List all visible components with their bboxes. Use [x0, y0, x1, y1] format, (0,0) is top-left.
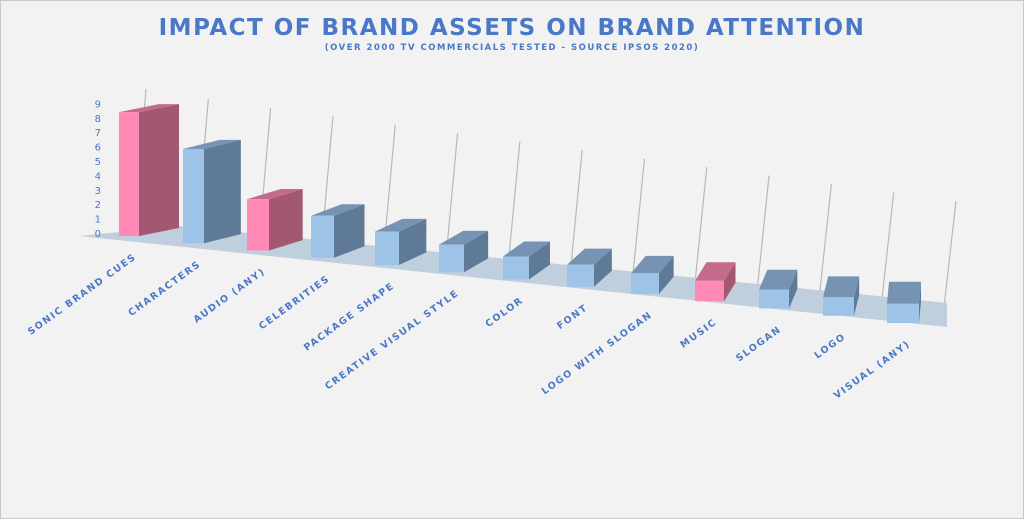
- chart-title: IMPACT OF BRAND ASSETS ON BRAND ATTENTIO…: [158, 15, 866, 41]
- gridline: [818, 184, 832, 296]
- bar-front: [759, 289, 789, 309]
- gridline: [756, 175, 770, 291]
- gridline: [507, 141, 521, 269]
- gridline: [881, 192, 895, 302]
- bar-side: [139, 104, 179, 236]
- bar-front: [887, 303, 919, 323]
- bar-side: [204, 139, 241, 244]
- bar-front: [247, 199, 269, 251]
- y-tick-label: 2: [95, 200, 101, 211]
- y-tick-label: 7: [95, 128, 101, 139]
- y-tick-label: 8: [95, 114, 101, 125]
- bar-top: [695, 262, 736, 281]
- bar-side: [399, 218, 427, 265]
- bar-top: [503, 241, 550, 257]
- bar-side: [529, 241, 550, 280]
- category-label: CREATIVE VISUAL STYLE: [323, 288, 461, 393]
- category-label: MUSIC: [678, 317, 719, 351]
- bar-top: [439, 230, 489, 245]
- y-tick-label: 3: [95, 186, 101, 197]
- y-tick-label: 0: [95, 229, 101, 240]
- bar-top: [311, 204, 365, 216]
- bar-side: [334, 204, 365, 258]
- bar-side: [789, 269, 798, 309]
- bar-top: [887, 281, 921, 304]
- category-label: CHARACTERS: [126, 259, 203, 319]
- bar-side: [724, 262, 736, 302]
- category-label: VISUAL (ANY): [832, 339, 913, 402]
- y-tick-label: 5: [95, 157, 101, 168]
- gridline: [694, 167, 708, 285]
- bar-side: [269, 188, 303, 251]
- category-label: COLOR: [484, 295, 526, 330]
- bar-front: [183, 149, 204, 244]
- bar-top: [631, 255, 674, 274]
- bar-top: [375, 218, 427, 232]
- category-label: SONIC BRAND CUES: [26, 252, 139, 338]
- bar-top: [567, 248, 612, 265]
- gridline: [943, 200, 957, 308]
- category-label: FONT: [555, 302, 590, 332]
- category-label: SLOGAN: [734, 324, 784, 364]
- bar-front: [695, 280, 724, 302]
- bar-side: [854, 276, 860, 316]
- bar-top: [119, 104, 179, 113]
- y-tick-label: 4: [95, 171, 101, 182]
- bar-front: [823, 297, 854, 316]
- bar-front: [311, 215, 334, 258]
- category-label: CELEBRITIES: [257, 273, 332, 332]
- bar-top: [823, 276, 860, 298]
- gridline: [631, 158, 646, 280]
- y-tick-label: 9: [95, 99, 101, 110]
- bar-side: [594, 248, 612, 287]
- category-label: AUDIO (ANY): [192, 266, 268, 325]
- bar-side: [464, 230, 489, 273]
- bar-front: [119, 112, 139, 236]
- category-label: LOGO: [813, 331, 849, 361]
- y-tick-label: 6: [95, 143, 101, 154]
- bar-front: [375, 231, 399, 265]
- chart-subtitle: (OVER 2000 TV COMMERCIALS TESTED - SOURC…: [324, 43, 700, 53]
- bar-side: [919, 281, 921, 323]
- bar-front: [631, 273, 659, 294]
- bar-front: [439, 244, 464, 273]
- bar-front: [567, 264, 594, 287]
- bar-side: [659, 255, 674, 294]
- bar-top: [247, 188, 303, 200]
- bar-top: [183, 139, 241, 150]
- bar-top: [759, 269, 798, 290]
- gridline: [569, 150, 583, 274]
- y-tick-label: 1: [95, 215, 101, 226]
- bar-front: [503, 256, 529, 280]
